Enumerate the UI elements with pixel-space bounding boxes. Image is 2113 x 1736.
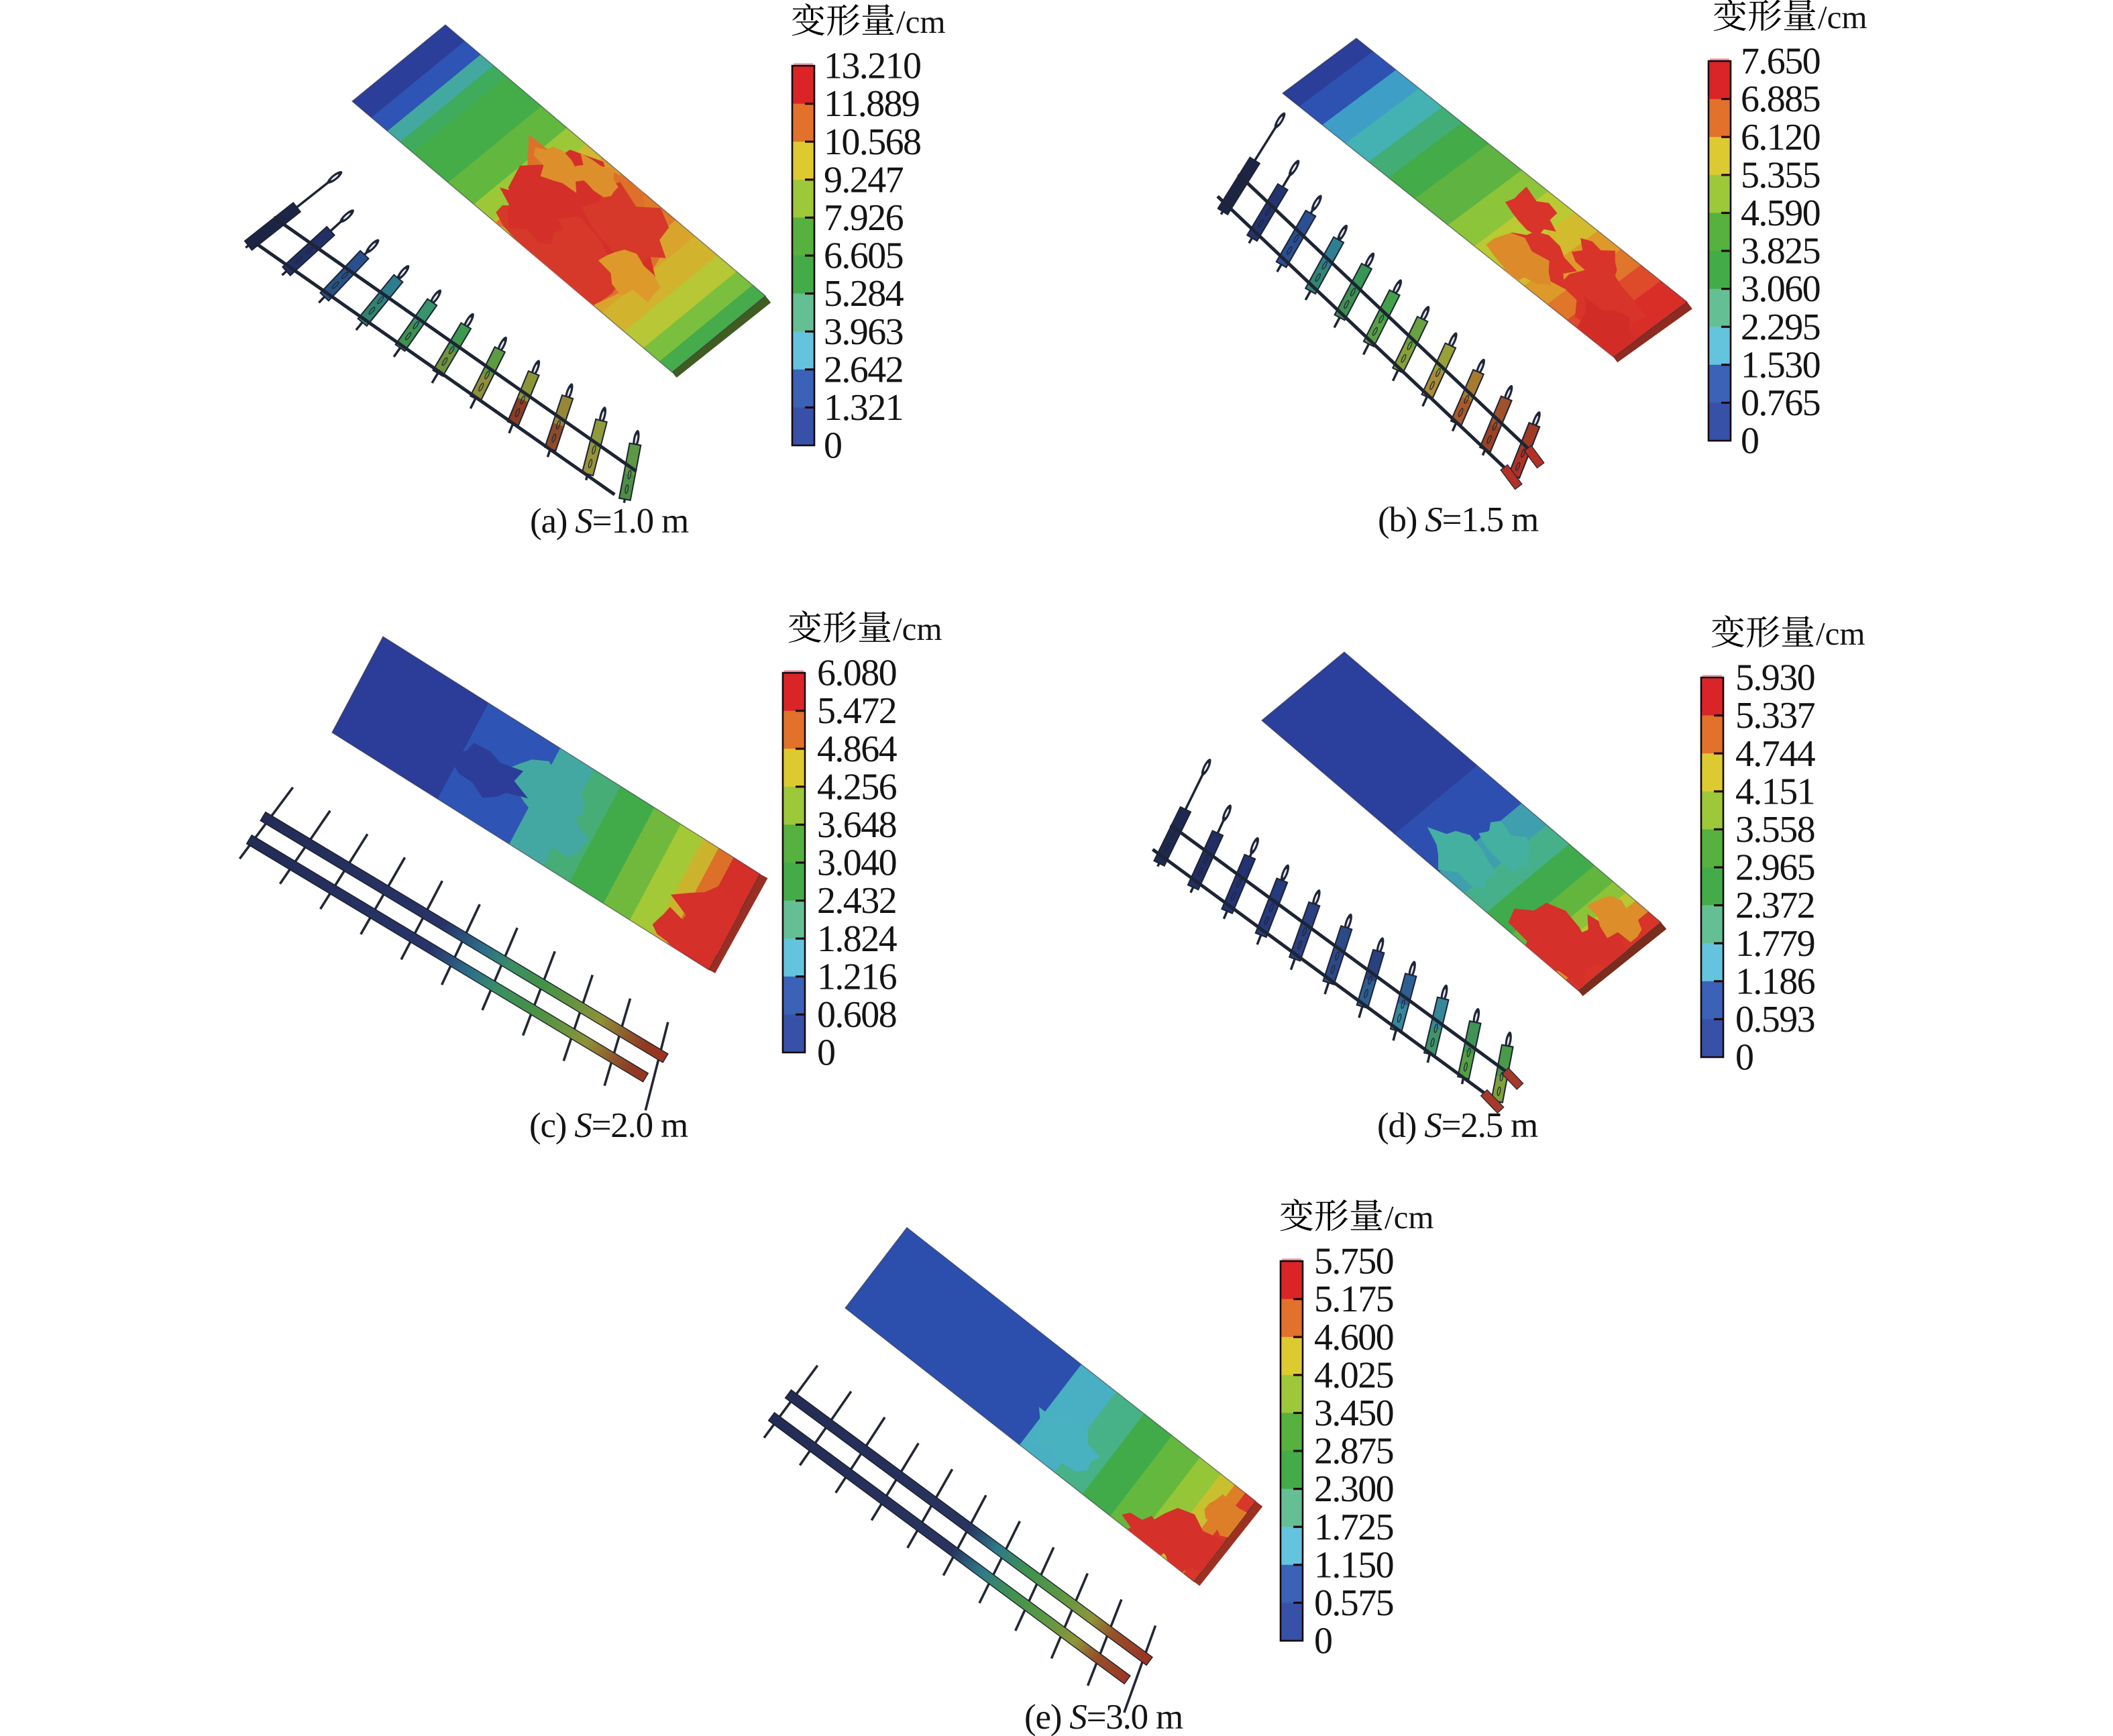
svg-text:1.824: 1.824 <box>817 918 898 960</box>
svg-text:5.930: 5.930 <box>1735 657 1814 699</box>
svg-text:2.300: 2.300 <box>1314 1468 1393 1510</box>
svg-text:6.605: 6.605 <box>824 235 903 277</box>
svg-text:13.210: 13.210 <box>824 46 920 87</box>
svg-text:0.593: 0.593 <box>1735 999 1814 1040</box>
svg-text:(b) S=1.5 m: (b) S=1.5 m <box>1378 500 1539 539</box>
svg-text:0: 0 <box>824 425 841 467</box>
svg-text:4.864: 4.864 <box>817 728 898 770</box>
svg-text:(e) S=3.0 m: (e) S=3.0 m <box>1024 1698 1183 1736</box>
svg-text:0.608: 0.608 <box>817 994 896 1036</box>
svg-text:4.025: 4.025 <box>1314 1354 1393 1396</box>
svg-text:6.080: 6.080 <box>817 653 896 694</box>
svg-text:1.186: 1.186 <box>1735 961 1815 1002</box>
svg-text:(a) S=1.0 m: (a) S=1.0 m <box>530 502 689 541</box>
svg-text:5.750: 5.750 <box>1314 1241 1393 1283</box>
svg-text:2.295: 2.295 <box>1741 307 1820 348</box>
svg-text:2.372: 2.372 <box>1735 885 1814 926</box>
svg-text:0: 0 <box>1741 421 1758 462</box>
svg-text:4.590: 4.590 <box>1741 193 1820 234</box>
svg-text:2.642: 2.642 <box>824 349 903 390</box>
svg-text:/cm: /cm <box>1818 0 1867 36</box>
svg-text:7.926: 7.926 <box>824 197 904 239</box>
svg-text:5.175: 5.175 <box>1314 1279 1393 1320</box>
svg-text:3.450: 3.450 <box>1314 1393 1393 1434</box>
svg-text:(d) S=2.5 m: (d) S=2.5 m <box>1377 1106 1538 1145</box>
svg-text:3.040: 3.040 <box>817 843 896 884</box>
svg-text:1.216: 1.216 <box>817 956 897 997</box>
svg-text:5.337: 5.337 <box>1735 695 1815 737</box>
svg-text:/cm: /cm <box>1385 1199 1433 1236</box>
svg-text:0: 0 <box>1735 1037 1753 1079</box>
svg-text:5.472: 5.472 <box>817 690 896 732</box>
svg-text:(c) S=2.0 m: (c) S=2.0 m <box>529 1106 688 1145</box>
svg-text:/cm: /cm <box>893 610 942 647</box>
svg-text:3.963: 3.963 <box>824 311 903 353</box>
svg-text:2.875: 2.875 <box>1314 1431 1393 1472</box>
svg-text:0.575: 0.575 <box>1314 1582 1393 1624</box>
svg-text:4.151: 4.151 <box>1735 771 1814 812</box>
svg-text:1.725: 1.725 <box>1314 1507 1393 1548</box>
svg-text:4.744: 4.744 <box>1735 733 1816 775</box>
svg-text:4.600: 4.600 <box>1314 1317 1393 1358</box>
svg-text:/cm: /cm <box>1816 615 1865 652</box>
svg-text:2.965: 2.965 <box>1735 847 1814 889</box>
svg-text:5.355: 5.355 <box>1741 154 1820 196</box>
svg-text:3.558: 3.558 <box>1735 809 1814 851</box>
svg-text:1.321: 1.321 <box>824 387 903 429</box>
svg-text:1.150: 1.150 <box>1314 1544 1393 1586</box>
svg-text:11.889: 11.889 <box>824 83 919 125</box>
svg-text:5.284: 5.284 <box>824 273 904 315</box>
svg-text:7.650: 7.650 <box>1741 41 1820 83</box>
svg-text:/cm: /cm <box>896 3 945 40</box>
svg-text:0: 0 <box>1314 1621 1332 1662</box>
svg-text:4.256: 4.256 <box>817 766 897 808</box>
svg-text:3.825: 3.825 <box>1741 231 1820 272</box>
svg-text:6.120: 6.120 <box>1741 117 1820 158</box>
svg-text:2.432: 2.432 <box>817 880 896 922</box>
svg-text:1.530: 1.530 <box>1741 344 1820 386</box>
svg-text:6.885: 6.885 <box>1741 78 1820 120</box>
svg-text:3.060: 3.060 <box>1741 268 1820 310</box>
svg-text:3.648: 3.648 <box>817 804 896 846</box>
svg-text:9.247: 9.247 <box>824 159 904 201</box>
svg-text:10.568: 10.568 <box>824 121 920 163</box>
svg-text:0: 0 <box>817 1032 834 1074</box>
svg-text:0.765: 0.765 <box>1741 382 1820 424</box>
svg-text:1.779: 1.779 <box>1735 923 1814 965</box>
